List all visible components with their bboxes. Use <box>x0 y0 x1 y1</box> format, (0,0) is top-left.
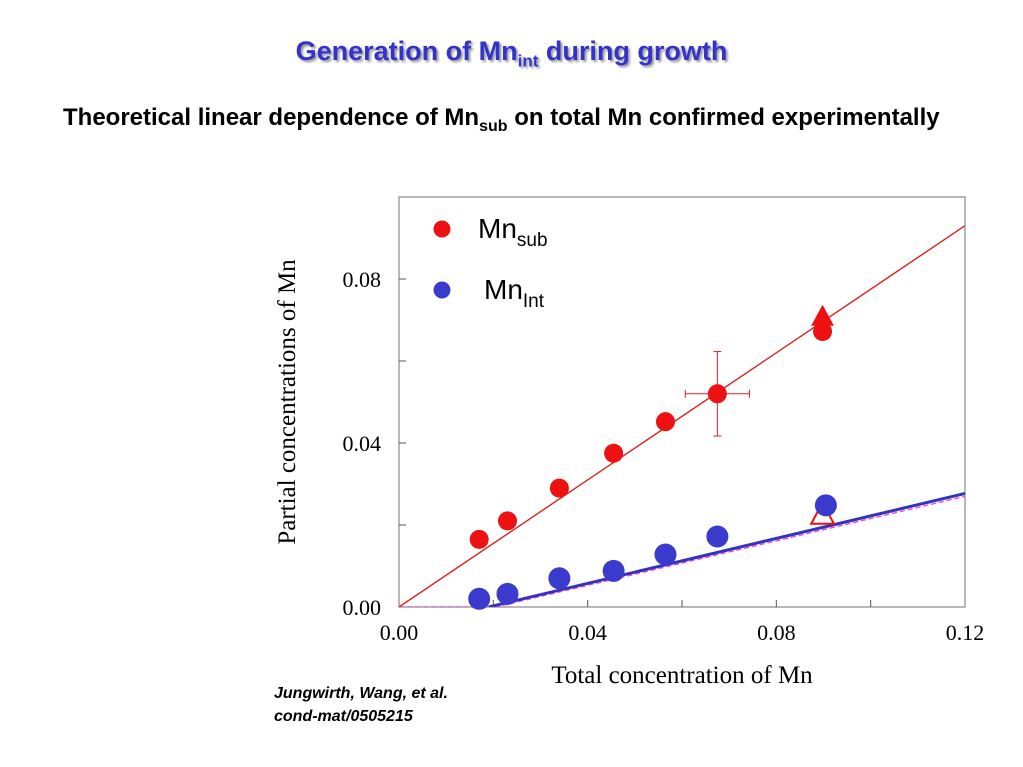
legend-int-subscript: Int <box>523 291 545 312</box>
citation: Jungwirth, Wang, et al. cond-mat/0505215 <box>274 682 448 728</box>
y-axis-label: Partial concentrations of Mn <box>274 259 301 545</box>
legend-marker-int <box>433 281 451 299</box>
x-tick-label: 0.04 <box>568 620 607 645</box>
y-tick-label: 0.04 <box>343 431 382 456</box>
plot-frame <box>398 196 966 608</box>
int-data-point <box>602 559 625 582</box>
x-axis-label: Total concentration of Mn <box>551 662 813 689</box>
legend: Mnsub MnInt <box>433 213 548 312</box>
title-rest: during growth <box>538 36 728 66</box>
sub-data-point <box>497 511 517 531</box>
sub-data-point <box>469 529 489 549</box>
legend-label-int: MnInt <box>484 274 545 312</box>
legend-int-main: Mn <box>484 274 523 305</box>
sub-triangle-marker <box>811 304 834 326</box>
title-subscript: int <box>517 51 539 71</box>
page-title: Generation of Mnint during growth <box>0 36 1023 71</box>
x-tick-label: 0.12 <box>946 620 985 645</box>
sub-data-point <box>655 412 675 432</box>
subtitle-before: Theoretical linear dependence of Mn <box>63 104 480 131</box>
int-data-point <box>814 494 837 517</box>
data-marks <box>468 304 837 610</box>
subtitle-rest: on total Mn confirmed experimentally <box>507 104 940 131</box>
int-model-dashed-line <box>399 495 965 607</box>
sub-data-point <box>813 321 833 341</box>
int-data-point <box>706 525 729 548</box>
axis-ticks <box>399 278 872 607</box>
title-main: Generation of Mn <box>295 36 518 66</box>
x-tick-label: 0.08 <box>757 620 796 645</box>
page-subtitle: Theoretical linear dependence of Mnsub o… <box>63 101 963 143</box>
legend-sub-subscript: sub <box>517 230 548 251</box>
legend-marker-sub <box>433 220 451 238</box>
sub-fit-line <box>399 225 965 607</box>
sub-data-point <box>707 384 727 404</box>
legend-label-sub: Mnsub <box>478 213 548 251</box>
subtitle-subscript: sub <box>479 117 508 135</box>
sub-data-point <box>549 478 569 498</box>
y-tick-label: 0.08 <box>343 267 382 292</box>
sub-data-point <box>604 443 624 463</box>
int-fit-line <box>488 491 965 607</box>
fit-lines <box>399 225 965 607</box>
y-tick-label: 0.00 <box>343 595 382 620</box>
legend-sub-main: Mn <box>478 213 517 244</box>
citation-authors: Jungwirth, Wang, et al. <box>274 685 448 702</box>
x-tick-label: 0.00 <box>380 620 419 645</box>
int-data-point <box>468 587 491 610</box>
int-data-point <box>548 567 571 590</box>
int-data-point <box>496 582 519 605</box>
citation-reference: cond-mat/0505215 <box>274 708 413 725</box>
tick-labels: 0.00 0.04 0.08 0.12 0.00 0.04 0.08 <box>343 267 985 645</box>
int-data-point <box>654 543 677 566</box>
